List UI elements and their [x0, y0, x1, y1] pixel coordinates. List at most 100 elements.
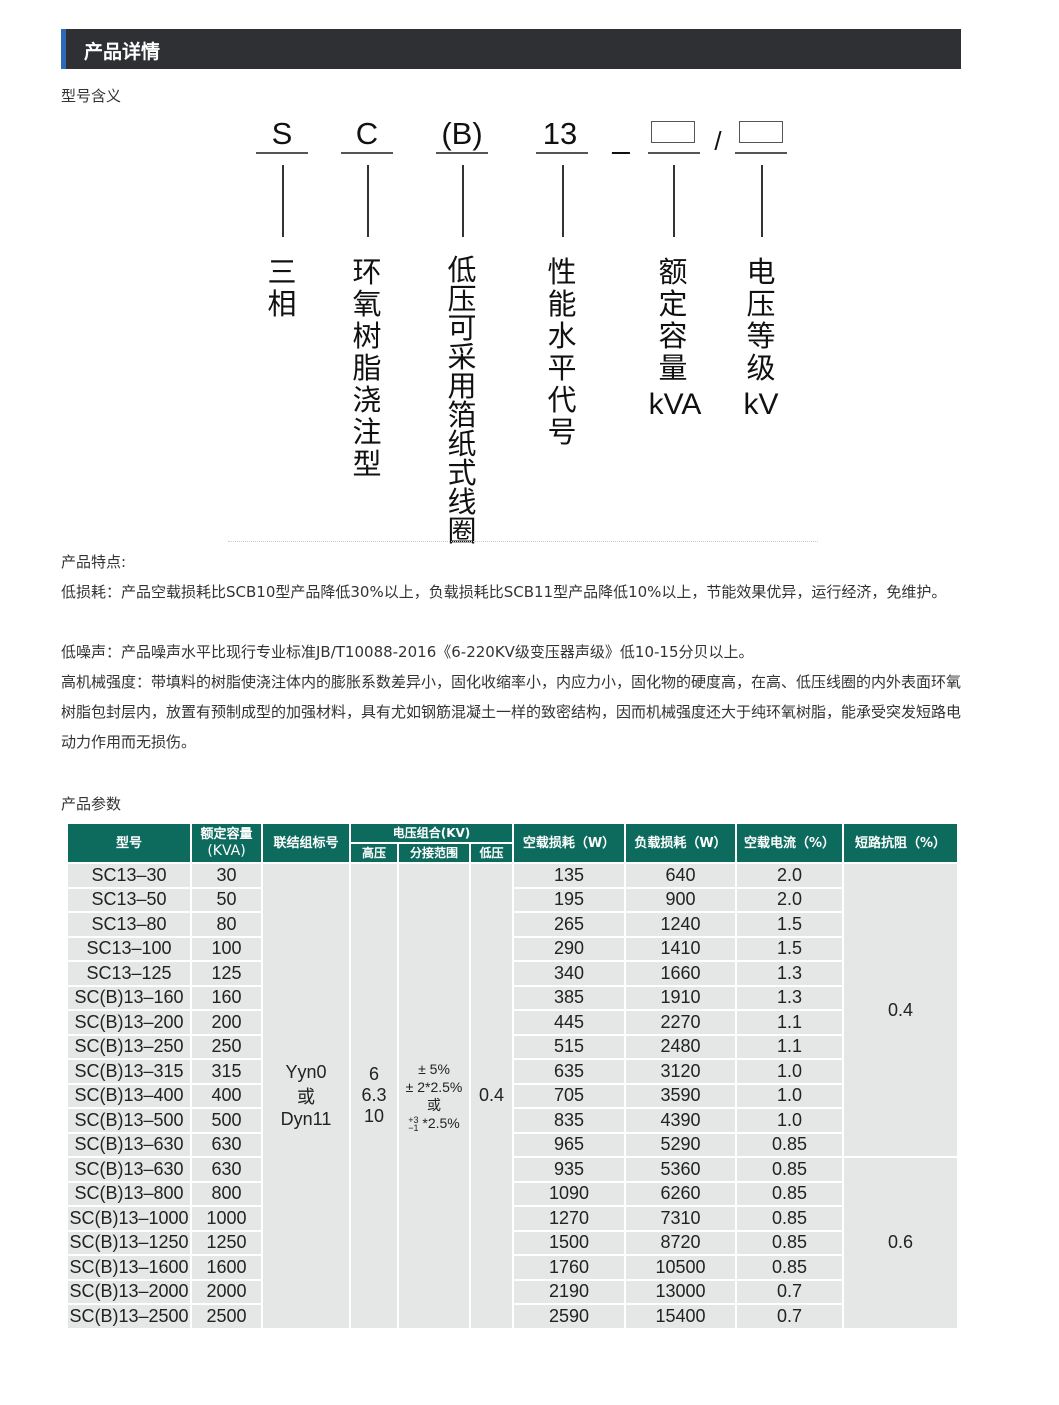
table-row: SC(B)13–160 160 385 1910 1.3 [66, 984, 958, 1011]
cell-no-load-current: 2.0 [735, 886, 845, 913]
cell-no-load-current: 0.85 [735, 1254, 845, 1281]
cell-load-loss: 3590 [624, 1082, 738, 1109]
cell-no-load-loss: 705 [512, 1082, 627, 1109]
cell-no-load-current: 1.3 [735, 960, 845, 987]
cell-load-loss: 3120 [624, 1058, 738, 1085]
cell-model: SC(B)13–200 [66, 1009, 192, 1036]
cell-capacity: 250 [190, 1033, 263, 1060]
hv-1: 6 [368, 1064, 379, 1085]
symbol-c: C [355, 116, 379, 151]
symbol-dash: _ [612, 120, 630, 155]
cell-no-load-current: 2.0 [735, 862, 845, 889]
header-no-load-current: 空载电流（%） [735, 822, 845, 864]
label-foil-coil: 低压可采用箔纸式线圈 [447, 253, 477, 548]
cell-no-load-loss: 835 [512, 1107, 627, 1134]
cell-no-load-loss: 935 [512, 1156, 627, 1183]
connector-line [673, 165, 675, 237]
table-row: SC(B)13–630 630 935 5360 0.85 0.6 [66, 1156, 960, 1330]
symbol-slash: / [714, 126, 722, 156]
cell-model: SC(B)13–400 [66, 1082, 192, 1109]
header-no-load-loss: 空载损耗（W） [512, 822, 627, 864]
cell-model: SC13–80 [66, 911, 192, 938]
cell-load-loss: 5290 [624, 1131, 738, 1158]
cell-load-loss: 5360 [624, 1156, 738, 1183]
cell-capacity: 400 [190, 1082, 263, 1109]
table-row: SC13–125 125 340 1660 1.3 [66, 960, 958, 987]
cell-tap: ± 5% ± 2*2.5% 或 +3 −1 *2.5% [397, 862, 471, 1330]
cell-no-load-loss: 1090 [512, 1180, 627, 1207]
cell-no-load-loss: 1270 [512, 1205, 627, 1232]
table-row: SC(B)13–1000 1000 1270 7310 0.85 [66, 1205, 958, 1232]
header-voltage: 电压组合(KV) [348, 822, 515, 844]
cell-no-load-loss: 445 [512, 1009, 627, 1036]
table-row: SC(B)13–400 400 705 3590 1.0 [66, 1082, 958, 1109]
cell-no-load-loss: 635 [512, 1058, 627, 1085]
feature-low-loss: 低损耗：产品空载损耗比SCB10型产品降低30%以上，负载损耗比SCB11型产品… [61, 583, 947, 601]
cell-no-load-current: 0.85 [735, 1156, 845, 1183]
conn-or: 或 [297, 1086, 315, 1107]
cell-no-load-current: 1.1 [735, 1033, 845, 1060]
cell-no-load-loss: 1500 [512, 1229, 627, 1256]
label-voltage-level: 电压等级 [746, 255, 776, 385]
cell-model: SC(B)13–160 [66, 984, 192, 1011]
cell-no-load-current: 0.85 [735, 1205, 845, 1232]
cell-capacity: 2000 [190, 1278, 263, 1305]
header-lv: 低压 [468, 842, 515, 864]
cell-capacity: 630 [190, 1131, 263, 1158]
table-row: SC(B)13–2000 2000 2190 13000 0.7 [66, 1278, 958, 1305]
cell-capacity: 500 [190, 1107, 263, 1134]
symbol-s: S [271, 116, 293, 151]
header-capacity-label: 额定容量 [200, 827, 253, 842]
cell-no-load-loss: 195 [512, 886, 627, 913]
capacity-box [651, 121, 695, 143]
cell-no-load-current: 1.3 [735, 984, 845, 1011]
cell-model: SC13–125 [66, 960, 192, 987]
cell-model: SC(B)13–1250 [66, 1229, 192, 1256]
params-label: 产品参数 [61, 795, 122, 813]
cell-load-loss: 13000 [624, 1278, 738, 1305]
cell-no-load-current: 1.1 [735, 1009, 845, 1036]
cell-capacity: 160 [190, 984, 263, 1011]
features-title: 产品特点: [61, 553, 127, 571]
cell-model: SC(B)13–2500 [66, 1303, 192, 1330]
cell-model: SC13–30 [66, 862, 192, 889]
cell-load-loss: 1660 [624, 960, 738, 987]
divider [228, 541, 818, 542]
cell-no-load-loss: 515 [512, 1033, 627, 1060]
header-model: 型号 [66, 822, 192, 864]
cell-capacity: 125 [190, 960, 263, 987]
cell-model: SC(B)13–1600 [66, 1254, 192, 1281]
cell-no-load-current: 1.5 [735, 935, 845, 962]
section-title: 产品详情 [84, 41, 161, 63]
cell-no-load-loss: 265 [512, 911, 627, 938]
cell-capacity: 50 [190, 886, 263, 913]
cell-load-loss: 7310 [624, 1205, 738, 1232]
tap-1: ± 5% [418, 1060, 450, 1077]
cell-no-load-loss: 965 [512, 1131, 627, 1158]
connector-line [367, 165, 369, 237]
cell-no-load-loss: 340 [512, 960, 627, 987]
cell-load-loss: 15400 [624, 1303, 738, 1330]
hv-2: 6.3 [361, 1085, 387, 1106]
header-tap: 分接范围 [397, 842, 471, 864]
cell-capacity: 630 [190, 1156, 263, 1183]
cell-connection: Yyn0 或 Dyn11 [261, 862, 351, 1330]
cell-no-load-current: 0.85 [735, 1229, 845, 1256]
cell-capacity: 1000 [190, 1205, 263, 1232]
underline [536, 152, 588, 154]
table-row: SC13–80 80 265 1240 1.5 [66, 911, 958, 938]
cell-model: SC(B)13–2000 [66, 1278, 192, 1305]
conn-1: Yyn0 [285, 1061, 327, 1082]
cell-no-load-loss: 135 [512, 862, 627, 889]
cell-no-load-current: 0.7 [735, 1278, 845, 1305]
header-capacity: 额定容量 (KVA) [190, 822, 263, 864]
cell-load-loss: 1410 [624, 935, 738, 962]
cell-load-loss: 1910 [624, 984, 738, 1011]
cell-impedance: 0.4 [842, 862, 960, 1158]
feature-low-noise: 低噪声：产品噪声水平比现行专业标准JB/T10088-2016《6-220KV级… [61, 643, 754, 661]
table-row: SC(B)13–250 250 515 2480 1.1 [66, 1033, 958, 1060]
header-hv: 高压 [349, 842, 399, 864]
label-three-phase: 三相 [267, 255, 297, 321]
tap-sub: −1 [408, 1122, 419, 1133]
feature-mechanical-strength: 高机械强度：带填料的树脂使浇注体内的膨胀系数差异小，固化收缩率小，内应力小，固化… [61, 673, 962, 751]
